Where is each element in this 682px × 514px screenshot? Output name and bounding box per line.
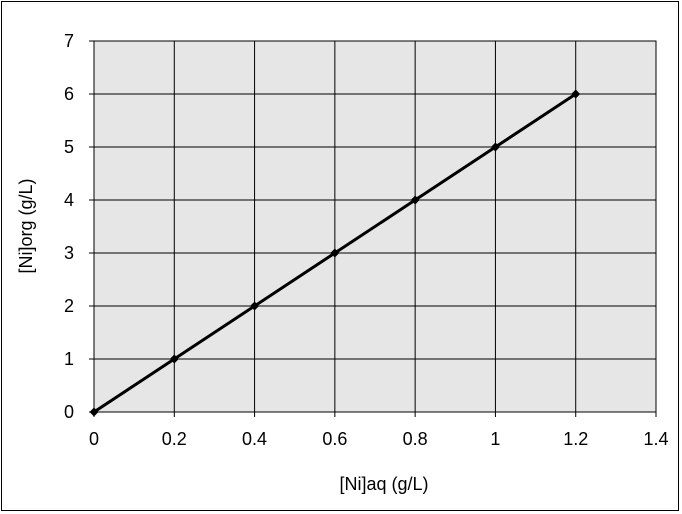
y-tick-label: 7: [64, 31, 74, 51]
x-tick-label: 1.4: [643, 429, 668, 449]
data-point-marker: [490, 142, 500, 152]
data-point-marker: [330, 248, 340, 258]
data-point-marker: [89, 407, 99, 417]
data-point-marker: [410, 195, 420, 205]
x-tick-label: 1.2: [563, 429, 588, 449]
x-axis-tick-labels: 0 0.2 0.4 0.6 0.8 1 1.2 1.4: [89, 429, 669, 449]
y-tick-label: 3: [64, 243, 74, 263]
x-tick-label: 0: [89, 429, 99, 449]
x-tick-label: 0.2: [162, 429, 187, 449]
x-axis-label: [Ni]aq (g/L): [339, 474, 428, 494]
y-tick-label: 4: [64, 190, 74, 210]
y-tick-label: 2: [64, 296, 74, 316]
x-tick-label: 0.4: [242, 429, 267, 449]
y-tick-label: 5: [64, 137, 74, 157]
y-tick-label: 6: [64, 84, 74, 104]
horizontal-gridlines: [89, 40, 656, 413]
x-tick-label: 1: [490, 429, 500, 449]
vertical-gridlines: [93, 41, 657, 417]
x-tick-label: 0.6: [322, 429, 347, 449]
data-point-marker: [250, 301, 260, 311]
x-tick-label: 0.8: [403, 429, 428, 449]
y-axis-label: [Ni]org (g/L): [16, 178, 36, 273]
y-tick-label: 1: [64, 349, 74, 369]
series-layer: [89, 89, 581, 417]
data-point-marker: [169, 354, 179, 364]
data-point-marker: [571, 89, 581, 99]
y-tick-label: 0: [64, 402, 74, 422]
y-axis-tick-labels: 0 1 2 3 4 5 6 7: [64, 31, 74, 422]
